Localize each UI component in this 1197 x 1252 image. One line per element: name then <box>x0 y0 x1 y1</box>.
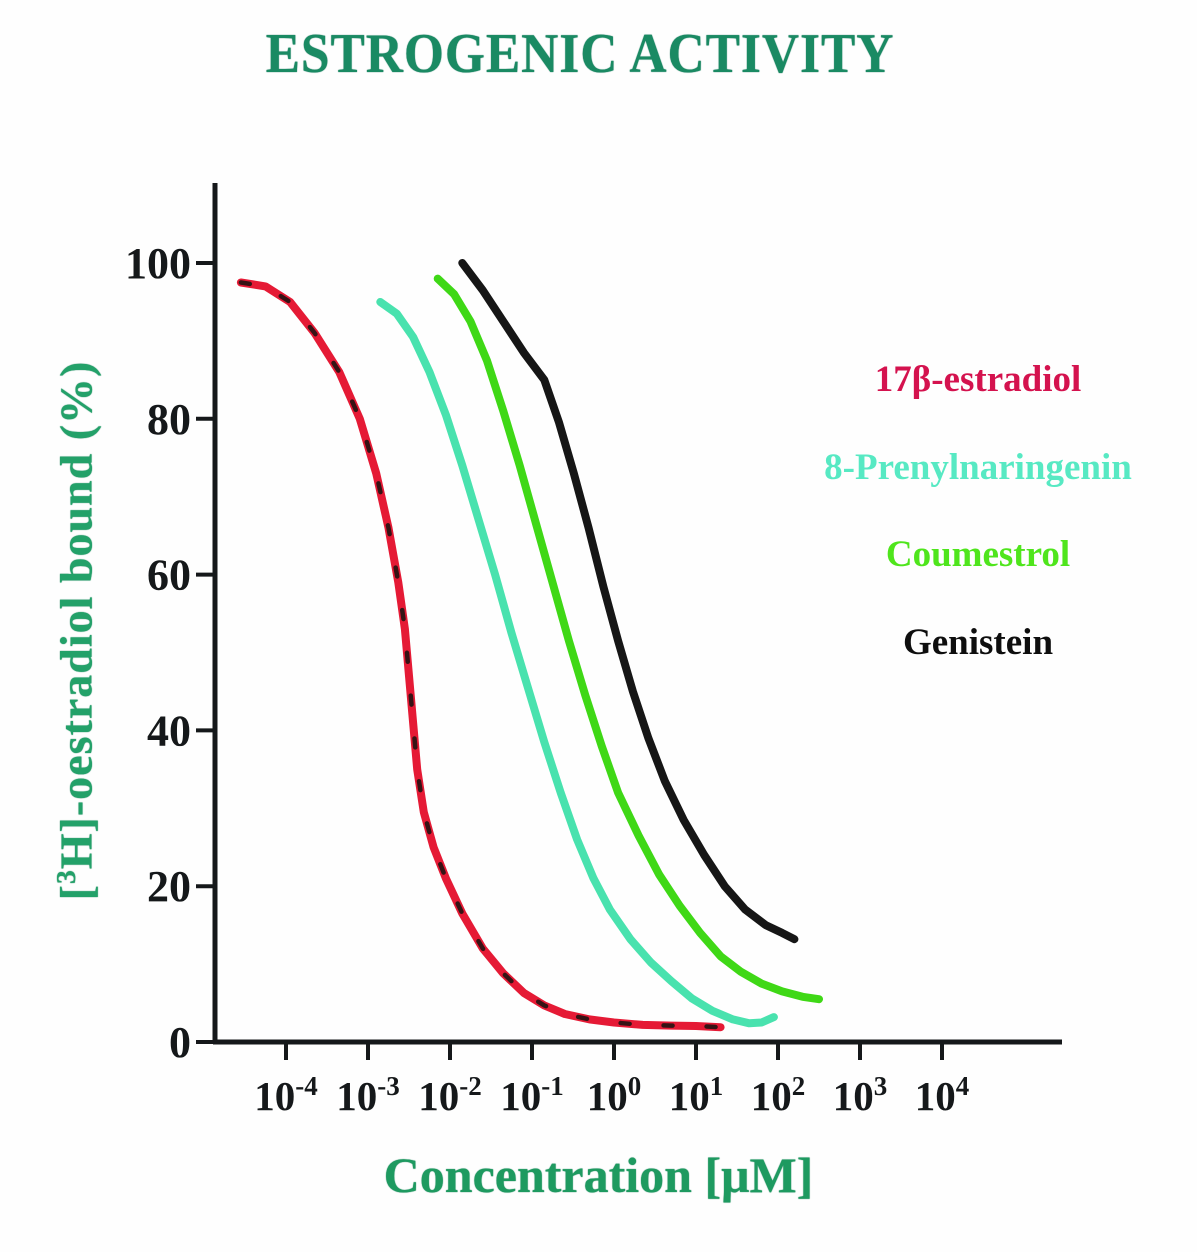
svg-text:10-1: 10-1 <box>500 1071 564 1119</box>
x-axis-title: Concentration [μM] <box>383 1147 814 1203</box>
svg-text:104: 104 <box>915 1071 970 1119</box>
chart-title: ESTROGENIC ACTIVITY <box>265 23 895 85</box>
svg-text:101: 101 <box>669 1071 724 1119</box>
y-axis-title-text: [3H]-oestradiol bound (%) <box>50 360 103 900</box>
legend-item-coumestrol: Coumestrol <box>885 534 1071 576</box>
svg-text:10-3: 10-3 <box>336 1071 400 1119</box>
svg-text:10-4: 10-4 <box>254 1071 318 1119</box>
svg-text:102: 102 <box>751 1071 806 1119</box>
y-axis-title-pre: [ <box>50 883 102 900</box>
legend-item-estradiol: 17β-estradiol <box>874 359 1082 400</box>
svg-text:20: 20 <box>147 862 191 911</box>
svg-text:40: 40 <box>147 706 191 755</box>
legend: 17β-estradiol 8-Prenylnaringenin Coumest… <box>800 359 1156 664</box>
svg-text:103: 103 <box>833 1071 888 1119</box>
y-axis-title-isotope-sup: 3 <box>50 868 82 884</box>
svg-text:10-2: 10-2 <box>418 1071 482 1119</box>
svg-text:0: 0 <box>169 1018 191 1067</box>
svg-text:100: 100 <box>125 239 191 288</box>
svg-text:60: 60 <box>147 551 191 600</box>
svg-text:100: 100 <box>587 1071 642 1119</box>
legend-item-genistein: Genistein <box>902 622 1054 664</box>
svg-text:80: 80 <box>147 395 191 444</box>
y-axis-title-rest: H]-oestradiol bound (%) <box>50 360 102 869</box>
legend-item-prenylnaringenin: 8-Prenylnaringenin <box>824 446 1132 488</box>
